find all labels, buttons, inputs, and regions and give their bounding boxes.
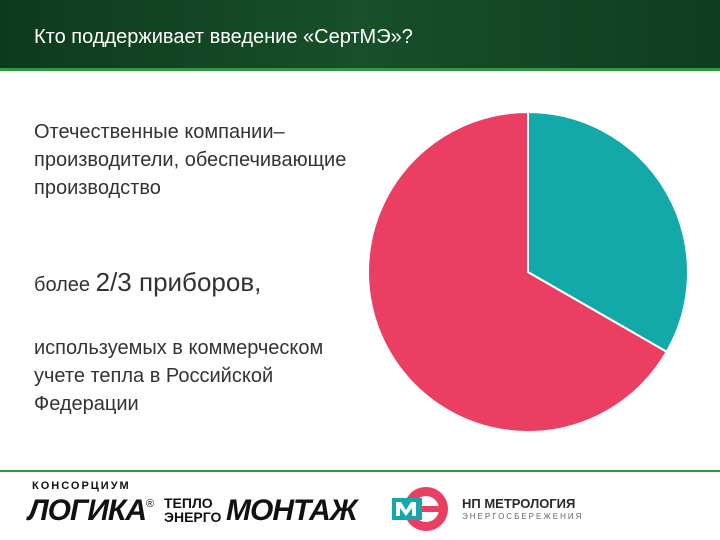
emphasis-main: 2/3 приборов, <box>95 267 262 297</box>
pie-slice-1 <box>527 110 689 354</box>
logo-logika-text: ЛОГИКА <box>28 494 147 527</box>
emphasis-prefix: более <box>34 274 96 296</box>
page-title: Кто поддерживает введение «СертМЭ»? <box>34 26 413 48</box>
logo-montazh-text: МОНТАЖ <box>226 494 358 527</box>
header-bar: Кто поддерживает введение «СертМЭ»? <box>0 0 720 68</box>
logo-teplo-line: ТЕПЛО <box>164 495 213 511</box>
lead-text: Отечественные компании–производители, об… <box>34 121 347 199</box>
logo-consortium-text: КОНСОРЦИУМ <box>32 480 131 492</box>
logo-registered-mark: ® <box>146 498 155 510</box>
metrologia-emblem-icon <box>392 487 448 531</box>
tail-text: используемых в коммерческом учете тепла … <box>34 337 324 415</box>
logo-energosberezheniya-text: ЭНЕРГОСБЕРЕЖЕНИЯ <box>462 512 584 521</box>
logo-np-metrologia-text: НП МЕТРОЛОГИЯ <box>462 496 576 511</box>
logo-energo-line: ЭНЕРГО <box>164 509 222 525</box>
pie-chart <box>367 110 689 433</box>
logo-teploenergo-text: ТЕПЛО ЭНЕРГО <box>164 496 221 524</box>
pie-slice-0 <box>367 110 669 433</box>
logika-consortium-logo: КОНСОРЦИУМ ЛОГИКА ® ТЕПЛО ЭНЕРГО МОНТАЖ <box>28 480 358 530</box>
footer-divider <box>0 470 720 472</box>
emphasis-text: более 2/3 приборов, <box>34 268 261 299</box>
header-divider <box>0 68 720 71</box>
np-metrologia-logo: НП МЕТРОЛОГИЯ ЭНЕРГОСБЕРЕЖЕНИЯ <box>390 484 650 534</box>
